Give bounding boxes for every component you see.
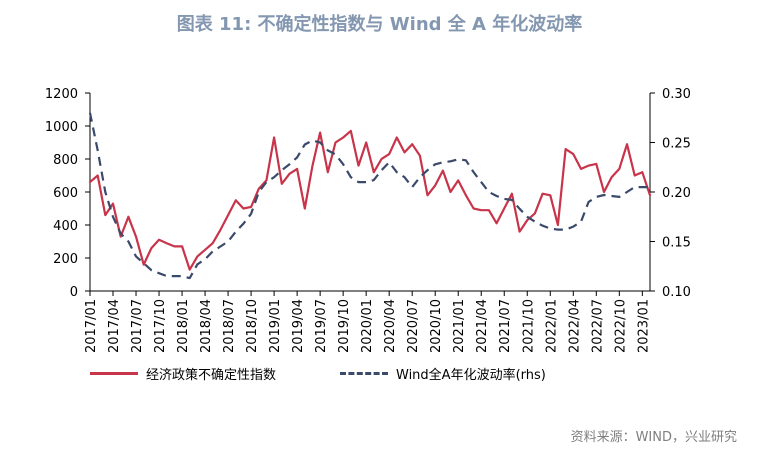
- x-tick-label: 2018/01: [176, 299, 191, 353]
- axes: 0 200 400 600 800 1000 1200 0.10 0.15 0.20 0.25 0.3…: [45, 87, 691, 353]
- x-tick-label: 2019/07: [314, 299, 329, 353]
- legend-epu-swatch: [90, 372, 138, 375]
- y-left-tick-label: 400: [53, 219, 78, 234]
- x-tick-label: 2017/04: [107, 299, 122, 353]
- y-right-tick-label: 0.10: [662, 285, 691, 300]
- chart-title: 图表 11: 不确定性指数与 Wind 全 A 年化波动率: [176, 14, 583, 35]
- y-right-tick-label: 0.30: [662, 87, 691, 102]
- legend-vol: Wind全A年化波动率(rhs): [340, 364, 546, 383]
- x-tick-label: 2020/01: [360, 299, 375, 353]
- x-tick-label: 2018/04: [199, 299, 214, 353]
- y-left-tick-label: 800: [53, 153, 78, 168]
- x-tick-label: 2019/10: [337, 299, 352, 353]
- legend-vol-swatch: [340, 372, 388, 375]
- x-tick-label: 2021/04: [475, 299, 490, 353]
- x-tick-label: 2017/10: [153, 299, 168, 353]
- x-tick-label: 2021/10: [521, 299, 536, 353]
- x-tick-label: 2019/01: [268, 299, 283, 353]
- series-epu-line: [88, 129, 652, 271]
- y-right-tick-label: 0.15: [662, 236, 691, 251]
- y-left-tick-label: 0: [70, 285, 78, 300]
- x-tick-label: 2023/01: [636, 299, 651, 353]
- legend-epu: 经济政策不确定性指数: [90, 364, 276, 383]
- x-tick-label: 2022/04: [567, 299, 582, 353]
- x-tick-label: 2022/10: [613, 299, 628, 353]
- y-right-tick-label: 0.20: [662, 186, 691, 201]
- x-tick-label: 2022/07: [590, 299, 605, 353]
- y-left-tick-label: 1000: [45, 120, 78, 135]
- x-tick-label: 2018/07: [222, 299, 237, 353]
- x-tick-label: 2017/01: [84, 299, 99, 353]
- y-left-tick-label: 1200: [45, 87, 78, 102]
- legend-epu-label: 经济政策不确定性指数: [146, 368, 277, 383]
- x-tick-label: 2020/07: [406, 299, 421, 353]
- y-right-tick-label: 0.25: [662, 137, 691, 152]
- series-vol-line: [88, 112, 650, 280]
- x-tick-label: 2020/10: [429, 299, 444, 353]
- source-note: 资料来源：WIND，兴业研究: [570, 430, 737, 445]
- x-tick-label: 2021/07: [498, 299, 513, 353]
- y-left-tick-label: 200: [53, 252, 78, 267]
- y-left-tick-label: 600: [53, 186, 78, 201]
- x-tick-label: 2022/01: [544, 299, 559, 353]
- x-tick-label: 2020/04: [383, 299, 398, 353]
- x-tick-label: 2017/07: [130, 299, 145, 353]
- legend-vol-label: Wind全A年化波动率(rhs): [396, 368, 546, 383]
- x-tick-label: 2018/10: [245, 299, 260, 353]
- x-tick-label: 2021/01: [452, 299, 467, 353]
- series-layer: [88, 112, 652, 280]
- x-tick-label: 2019/04: [291, 299, 306, 353]
